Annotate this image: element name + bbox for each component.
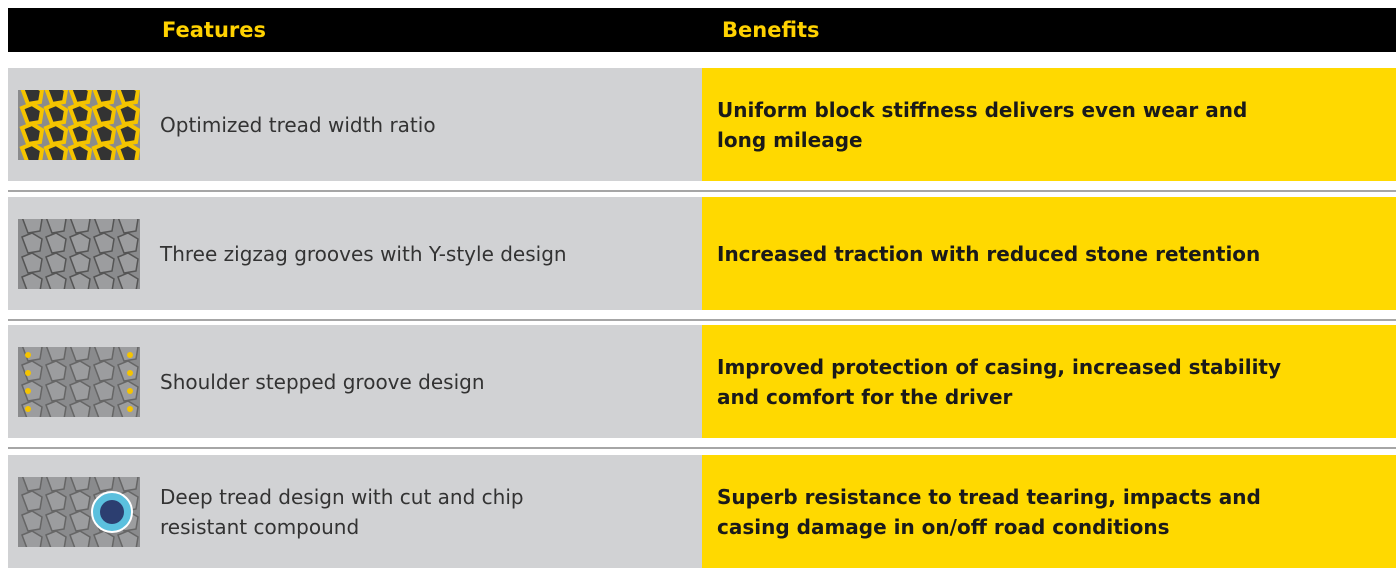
table-header: Features Benefits: [8, 8, 1396, 52]
benefit-text: Increased traction with reduced stone re…: [717, 241, 1261, 266]
benefit-text: Uniform block stiffness delivers even we…: [717, 97, 1248, 152]
benefits-header: Benefits: [722, 18, 820, 42]
feature-cell: Optimized tread width ratio: [8, 68, 702, 181]
table-row: Deep tread design with cut and chip resi…: [8, 455, 1396, 568]
benefit-cell: Uniform block stiffness delivers even we…: [702, 68, 1396, 181]
tread-icon: [18, 477, 140, 547]
row-separator: [8, 190, 1396, 192]
benefit-cell: Superb resistance to tread tearing, impa…: [702, 455, 1396, 568]
feature-cell: Three zigzag grooves with Y-style design: [8, 197, 702, 310]
benefit-text: Superb resistance to tread tearing, impa…: [717, 484, 1261, 539]
table-row: Optimized tread width ratio Uniform block…: [8, 68, 1396, 181]
feature-cell: Shoulder stepped groove design: [8, 325, 702, 438]
tread-icon: [18, 347, 140, 417]
feature-text: Deep tread design with cut and chip resi…: [160, 484, 524, 539]
benefit-cell: Improved protection of casing, increased…: [702, 325, 1396, 438]
feature-text: Shoulder stepped groove design: [160, 369, 485, 394]
table-row: Three zigzag grooves with Y-style design…: [8, 197, 1396, 310]
feature-text: Three zigzag grooves with Y-style design: [160, 241, 567, 266]
table-row: Shoulder stepped groove design Improved p…: [8, 325, 1396, 438]
benefit-cell: Increased traction with reduced stone re…: [702, 197, 1396, 310]
features-header: Features: [162, 18, 266, 42]
feature-text: Optimized tread width ratio: [160, 112, 436, 137]
tread-icon: [18, 219, 140, 289]
row-separator: [8, 447, 1396, 449]
row-separator: [8, 319, 1396, 321]
feature-cell: Deep tread design with cut and chip resi…: [8, 455, 702, 568]
tread-icon: [18, 90, 140, 160]
benefit-text: Improved protection of casing, increased…: [717, 354, 1282, 409]
